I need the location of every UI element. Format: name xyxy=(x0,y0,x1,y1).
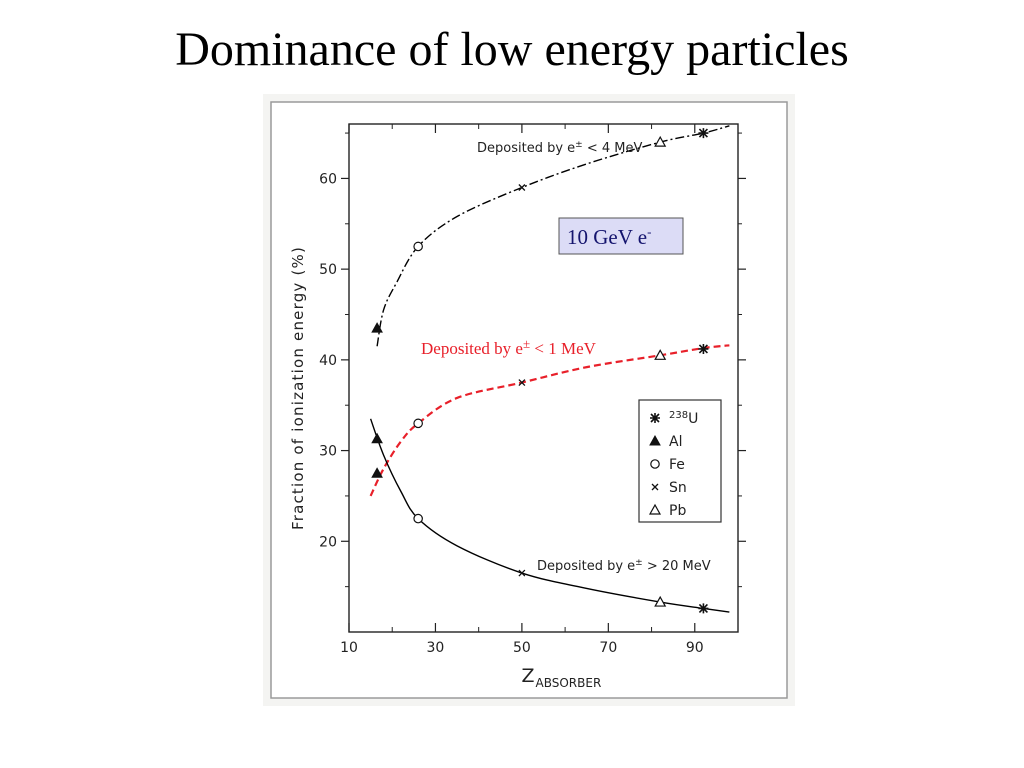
y-tick-label: 30 xyxy=(319,444,337,460)
x-axis-label: Z xyxy=(522,665,535,687)
series-above-20mev-point xyxy=(518,569,526,577)
series-below-1mev-point xyxy=(413,418,423,429)
series-above-20mev-point xyxy=(698,603,709,614)
y-tick-label: 20 xyxy=(319,534,337,550)
series-below-4mev-point xyxy=(371,322,383,333)
beam-energy-box xyxy=(558,217,684,255)
legend-marker-triangle xyxy=(648,503,662,515)
x-tick-label: 10 xyxy=(340,640,358,656)
y-tick-label: 50 xyxy=(319,262,337,278)
y-tick-label: 60 xyxy=(319,171,337,187)
series-below-4mev-point xyxy=(518,184,526,191)
series-above-20mev-point xyxy=(371,432,383,444)
series-below-4mev-label: Deposited by e± < 4 MeV xyxy=(477,140,642,156)
series-below-4mev-line xyxy=(376,125,730,347)
legend-marker-circle xyxy=(650,459,660,469)
y-axis-label: Fraction of ionization energy (%) xyxy=(289,246,307,530)
series-below-1mev-point xyxy=(654,349,667,360)
x-tick-label: 50 xyxy=(513,640,531,656)
x-tick-label: 30 xyxy=(427,640,445,656)
legend-marker-cross xyxy=(651,483,659,491)
series-below-1mev-point xyxy=(698,343,709,354)
legend-label: Pb xyxy=(669,503,686,519)
series-above-20mev-line xyxy=(369,418,730,613)
series-below-1mev-label: Deposited by e± < 1 MeV xyxy=(421,336,597,358)
x-tick-label: 90 xyxy=(686,640,704,656)
series-above-20mev-point xyxy=(654,595,667,607)
beam-energy-label: 10 GeV e- xyxy=(567,224,651,249)
x-tick-label: 70 xyxy=(599,640,617,656)
slide-title: Dominance of low energy particles xyxy=(175,23,849,76)
series-below-4mev-point xyxy=(654,135,667,147)
series-below-1mev-point xyxy=(518,379,526,386)
series-below-4mev-point xyxy=(413,241,423,252)
legend-label: Al xyxy=(669,434,682,450)
series-above-20mev-label: Deposited by e± > 20 MeV xyxy=(537,558,711,574)
series-below-1mev-point xyxy=(371,467,383,478)
chart-figure: 10 30 50 70 90 20 30 40 50 60 Z ABSORBER Fraction of… xyxy=(263,94,795,706)
legend-marker-filled-triangle xyxy=(649,434,661,446)
series-below-1mev-line xyxy=(369,344,730,497)
x-axis-label-sub: ABSORBER xyxy=(536,676,602,690)
legend-label: Sn xyxy=(669,480,687,496)
y-tick-label: 40 xyxy=(319,353,337,369)
legend-label: Fe xyxy=(669,457,685,473)
legend-marker-star xyxy=(650,413,660,423)
series-above-20mev-point xyxy=(413,513,423,524)
series-below-4mev-point xyxy=(698,128,709,139)
plot-frame xyxy=(348,123,739,633)
legend-label: 238U xyxy=(669,410,698,427)
line-chart: 10 30 50 70 90 20 30 40 50 60 Z ABSORBER Fraction of… xyxy=(270,101,788,699)
